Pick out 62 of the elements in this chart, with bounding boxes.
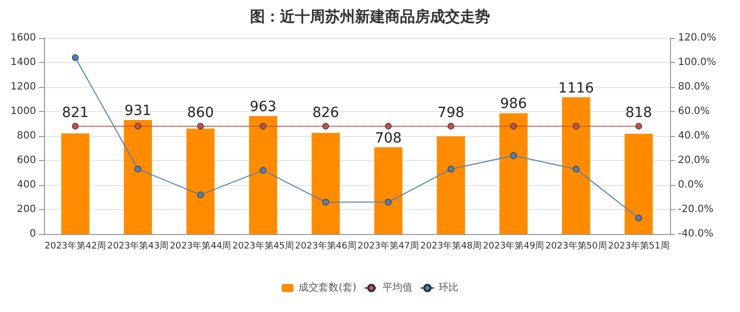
data-label: 1116 [558,80,594,96]
y-tick-label: 600 [16,155,36,166]
bar [124,120,152,234]
x-tick-label: 2023年第50周 [545,240,607,252]
point [197,192,204,198]
y2-tick-label: -20.0% [678,204,714,215]
point [72,54,79,61]
x-tick-label: 2023年第45周 [232,240,294,252]
legend-label: 平均值 [382,282,412,294]
legend-label: 环比 [438,282,458,294]
y2-tick-label: 0.0% [678,180,704,190]
point [635,214,642,222]
bar [499,113,528,234]
x-tick-label: 2023年第44周 [170,240,232,252]
y2-tick-label: 60.0% [678,106,710,117]
y-tick-label: 1400 [10,57,36,68]
data-label: 798 [438,105,464,122]
point [510,152,517,159]
x-tick-label: 2023年第43周 [107,240,169,252]
y-tick-label: 0 [30,228,36,240]
x-tick-label: 2023年第51周 [608,240,670,252]
bar [624,134,653,234]
bar [186,128,215,234]
y2-tick-label: 120.0% [678,32,716,44]
y-tick-label: 800 [16,130,36,142]
data-label: 708 [374,130,402,146]
x-tick-label: 2023年第49周 [482,240,544,252]
bar [249,116,278,234]
x-tick-label: 2023年第42周 [44,240,106,252]
bar [61,133,90,234]
x-tick-label: 2023年第47周 [358,240,419,252]
y2-tick-label: 100.0% [678,57,716,68]
y2-tick-label: 80.0% [678,82,710,92]
data-label: 821 [62,105,89,122]
y2-tick-label: -40.0% [678,228,714,240]
y-tick-label: 1000 [10,106,36,117]
chart-title: 图：近十周苏州新建商品房成交走势 [250,8,490,26]
x-tick-label: 2023年第46周 [295,240,356,252]
bar [562,97,590,234]
data-label: 931 [124,102,152,119]
point [385,198,392,206]
point [572,166,580,172]
y2-tick-label: 20.0% [678,155,710,166]
y-tick-label: 1600 [10,32,36,44]
point [448,166,454,172]
bar [436,136,465,234]
x-tick-label: 2023年第48周 [420,240,482,252]
legend-label: 成交套数(套) [298,282,356,294]
y-tick-label: 400 [16,180,36,190]
bar [374,147,402,234]
data-label: 860 [187,105,214,122]
y-tick-label: 1200 [10,82,36,92]
point [322,198,329,206]
y2-tick-label: 40.0% [678,130,710,142]
y-tick-label: 200 [16,204,36,215]
data-label: 818 [625,105,652,122]
data-label: 826 [312,105,340,122]
bar [312,132,340,234]
point [134,166,142,172]
data-label: 986 [500,96,527,112]
point [260,167,266,174]
data-label: 963 [250,99,276,116]
